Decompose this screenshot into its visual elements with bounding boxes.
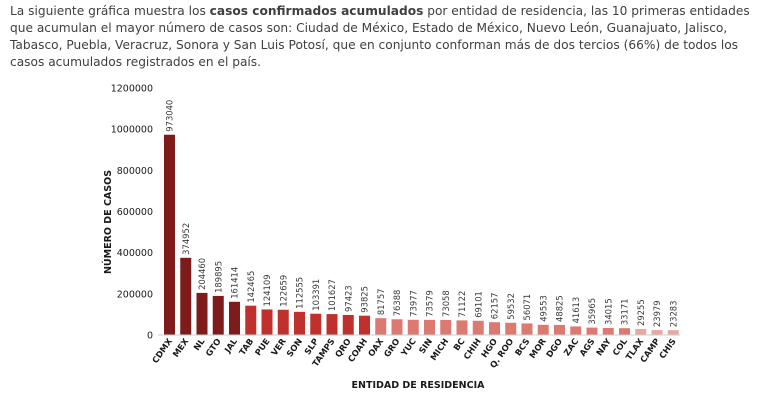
y-tick-label: 1000000 [111,125,153,136]
data-label: 103391 [311,279,321,311]
y-tick-label: 600000 [117,207,153,218]
y-tick-label: 800000 [117,166,153,177]
bar [310,313,322,335]
bar [651,330,663,335]
intro-paragraph: La siguiente gráfica muestra los casos c… [10,3,762,71]
bar [326,314,338,335]
data-label: 122659 [278,275,288,307]
bar [602,327,614,335]
bar [424,319,435,335]
data-label: 23979 [652,300,662,327]
data-label: 34015 [603,298,613,325]
category-label: MEX [170,336,190,359]
bar [586,327,598,335]
bar [277,309,289,335]
bar [667,330,679,335]
data-label: 48825 [555,295,565,322]
data-label: 81757 [376,289,386,316]
bar [164,134,175,335]
data-label: 973040 [165,100,175,132]
data-label: 23283 [668,301,678,328]
bar [375,318,387,335]
data-label: 112555 [295,277,305,309]
data-label: 59532 [506,293,516,320]
data-label: 73579 [425,290,435,317]
bar [489,322,500,335]
bar [635,328,647,335]
data-label: 35965 [587,298,597,325]
data-label: 69101 [473,291,483,318]
category-label: DGO [544,336,564,359]
category-label: GRO [382,336,402,358]
bar [391,319,403,335]
bar [245,305,257,335]
bar [342,314,354,335]
data-label: 97423 [343,285,353,312]
data-label: 124109 [262,274,272,306]
bar [229,301,240,335]
category-label: TAB [237,336,255,356]
bar [196,292,208,335]
bar [212,295,224,335]
category-label: NAY [594,336,613,358]
category-label: JAL [222,336,240,355]
data-label: 189895 [213,261,223,293]
bar [537,324,549,335]
bar [505,322,517,335]
y-tick-label: 1200000 [111,84,153,95]
data-label: 374952 [181,223,191,255]
data-label: 73977 [408,290,418,317]
y-axis-ticks: 0 200000 400000 600000 800000 1000000 1200000 [111,84,153,342]
category-label: PUE [253,336,272,357]
data-label: 161414 [230,267,240,299]
data-label: 49553 [538,295,548,322]
intro-highlight: casos confirmados acumulados [209,4,424,18]
data-label: 56071 [522,294,532,321]
intro-text-start: La siguiente gráfica muestra los [10,4,210,18]
data-label: 73058 [441,290,451,317]
data-label: 142465 [246,271,256,303]
bar [180,257,192,335]
data-label: 93825 [360,286,370,313]
data-label: 204460 [197,258,207,290]
category-label: SON [284,336,304,358]
data-label: 101627 [327,279,337,311]
bar [456,320,468,335]
category-label: ZAC [561,336,580,357]
bar [619,328,630,335]
bar [407,319,419,335]
category-label: MOR [527,336,548,360]
y-tick-label: 0 [147,331,153,342]
data-label: 33171 [620,299,630,326]
data-label: 76388 [392,290,402,317]
data-label: 62157 [490,293,500,320]
bar [440,319,452,335]
y-axis-title: NÚMERO DE CASOS [102,170,114,274]
category-label: YUC [398,336,418,358]
bar [359,315,370,335]
bar [521,323,533,335]
data-labels: 973040 374952 204460 189895 161414 142465 1241… [165,100,679,327]
category-label: GTO [203,336,222,358]
y-tick-label: 200000 [117,289,153,300]
category-label: CHIH [461,336,483,361]
bar [261,309,273,335]
bar [294,311,305,335]
data-label: 29255 [636,299,646,326]
bar [554,324,565,335]
bar [472,320,484,335]
intro-text-end: por entidad de residencia, las 10 primer… [10,4,750,69]
bar [570,326,582,335]
y-tick-label: 400000 [117,248,153,259]
data-label: 41613 [571,297,581,324]
x-axis-title: ENTIDAD DE RESIDENCIA [352,380,486,391]
data-label: 71122 [457,291,467,318]
bars [164,134,679,335]
category-label: AGS [577,336,596,358]
category-label: CHIS [657,336,678,360]
category-label: CDMX [150,336,174,365]
